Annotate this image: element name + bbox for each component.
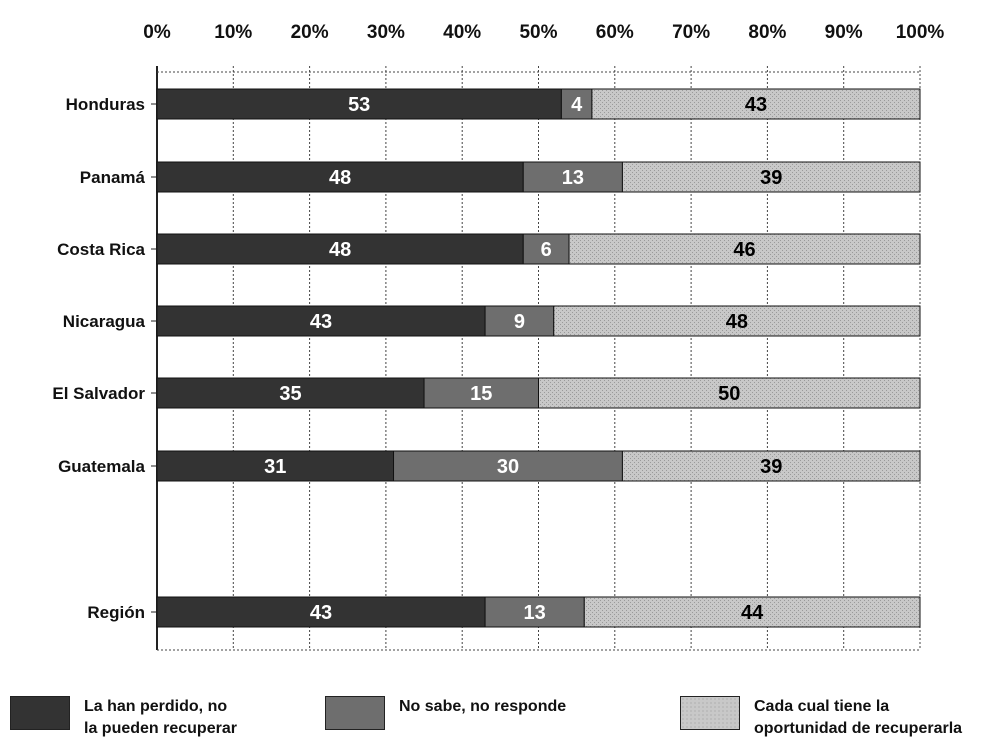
bar-segment (568, 233, 921, 265)
data-label: 53 (348, 94, 370, 116)
bar-segment (156, 233, 524, 265)
x-tick-label: 20% (291, 22, 329, 43)
legend-item-no-sabe: No sabe, no responde (325, 696, 566, 730)
bar-segment (583, 596, 921, 628)
data-label: 39 (760, 167, 782, 189)
legend-label-cada-cual: Cada cual tiene la oportunidad de recuper… (754, 698, 963, 737)
x-tick-label: 80% (748, 22, 786, 43)
x-tick-label: 30% (367, 22, 405, 43)
data-label: 4 (571, 94, 583, 116)
bar-segment (553, 305, 921, 337)
data-label: 31 (264, 456, 286, 478)
data-label: 15 (470, 383, 492, 405)
bar-segment (538, 377, 921, 409)
bar-segment (522, 161, 623, 193)
data-label: 46 (733, 239, 755, 261)
data-label: 39 (760, 456, 782, 478)
x-axis-ticks: 0% 10% 20% 30% 40% 50% 60% 70% 80% 90% 100% (143, 22, 944, 43)
x-tick-label: 90% (825, 22, 863, 43)
grid (156, 66, 921, 651)
legend-swatch-cada-cual (680, 696, 740, 730)
bar-segment (156, 450, 395, 482)
x-tick-label: 70% (672, 22, 710, 43)
category-label: Honduras (66, 95, 145, 114)
bar-segment (156, 88, 562, 120)
data-label: 30 (497, 456, 519, 478)
bar-segment (484, 305, 555, 337)
category-label: Panamá (80, 168, 146, 187)
category-label: Costa Rica (57, 240, 145, 259)
bar-segment (591, 88, 921, 120)
x-tick-label: 50% (519, 22, 557, 43)
stacked-bar-chart: 0% 10% 20% 30% 40% 50% 60% 70% 80% 90% 100% Hondur… (52, 22, 944, 651)
data-label: 48 (329, 167, 351, 189)
legend-label-perdido: La han perdido, no la pueden recuperar (84, 698, 237, 737)
data-label: 43 (310, 602, 332, 624)
category-label: El Salvador (52, 384, 145, 403)
category-labels: Honduras Panamá Costa Rica Nicaragua El Salv… (52, 95, 157, 622)
data-label: 48 (329, 239, 351, 261)
bar-segment (156, 596, 486, 628)
x-tick-label: 40% (443, 22, 481, 43)
legend-swatch-perdido (10, 696, 70, 730)
data-label: 48 (726, 311, 748, 333)
bar-segment (156, 161, 524, 193)
legend-item-cada-cual: Cada cual tiene la oportunidad de recuper… (680, 696, 962, 740)
legend-item-perdido: La han perdido, no la pueden recuperar (10, 696, 237, 740)
bar-segment (484, 596, 585, 628)
data-label: 44 (741, 602, 764, 624)
category-label: Guatemala (58, 457, 145, 476)
x-tick-label: 100% (896, 22, 945, 43)
data-label: 9 (514, 311, 525, 333)
category-label: Nicaragua (63, 312, 146, 331)
data-label: 13 (562, 167, 584, 189)
data-label: 13 (524, 602, 546, 624)
bar-segment (393, 450, 623, 482)
data-label: 43 (310, 311, 332, 333)
category-label: Región (87, 603, 145, 622)
x-tick-label: 60% (596, 22, 634, 43)
bar-segment (522, 233, 570, 265)
bars: 53 4 43 48 13 39 48 6 46 43 9 48 35 15 50 31 30 39 43 13 44 (156, 88, 921, 628)
legend-label-no-sabe: No sabe, no responde (399, 698, 567, 715)
data-label: 35 (279, 383, 301, 405)
x-tick-label: 10% (214, 22, 252, 43)
legend-swatch-no-sabe (325, 696, 385, 730)
bar-segment (621, 450, 921, 482)
data-label: 50 (718, 383, 740, 405)
data-label: 43 (745, 94, 767, 116)
x-tick-label: 0% (143, 22, 171, 43)
data-label: 6 (541, 239, 552, 261)
bar-segment (156, 305, 486, 337)
bar-segment (560, 88, 593, 120)
bar-segment (621, 161, 921, 193)
